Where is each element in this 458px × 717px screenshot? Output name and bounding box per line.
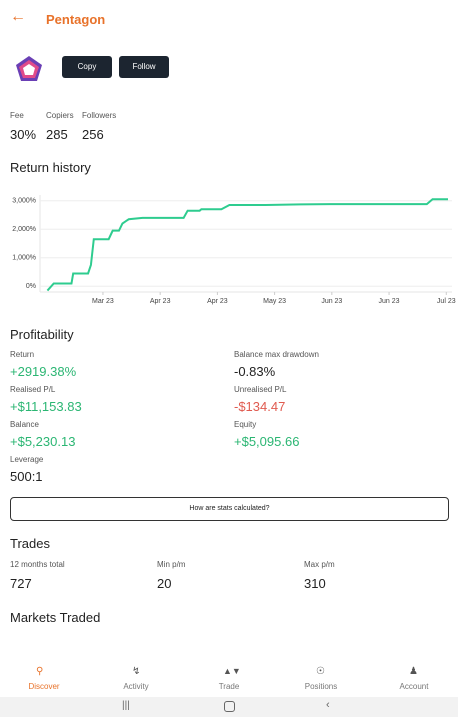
nav-item[interactable]: Positions bbox=[304, 682, 338, 691]
metric-label: Leverage bbox=[10, 455, 44, 464]
back-arrow[interactable]: ← bbox=[10, 8, 26, 25]
logo bbox=[16, 56, 42, 81]
y-tick-label: 0% bbox=[26, 283, 36, 290]
metric-value: -0.83% bbox=[234, 364, 276, 379]
trade-label: Min p/m bbox=[157, 560, 186, 569]
stat-value: 30% bbox=[10, 127, 37, 142]
trade-label: 12 months total bbox=[10, 560, 65, 569]
trade-label: Max p/m bbox=[304, 560, 335, 569]
section-title: Markets Traded bbox=[10, 610, 101, 625]
metric-label: Return bbox=[10, 350, 35, 359]
metric-label: Realised P/L bbox=[10, 385, 56, 394]
bottom-nav: ⚲ ↯ ▲▼ ☉ ♟ Discover Activity Trade Posit… bbox=[0, 660, 458, 695]
x-tick-label: Jun 23 bbox=[379, 298, 400, 305]
metric-value: +$11,153.83 bbox=[10, 399, 82, 414]
x-tick-label: Apr 23 bbox=[207, 298, 228, 305]
metric-label: Balance bbox=[10, 420, 39, 429]
nav-icon: ♟ bbox=[409, 666, 418, 677]
x-tick-label: Jul 23 bbox=[437, 298, 456, 305]
section-title: Trades bbox=[10, 536, 50, 551]
metric-label: Balance max drawdown bbox=[234, 350, 319, 359]
stats-button[interactable]: How are stats calculated? bbox=[10, 497, 449, 521]
x-tick-label: Jun 23 bbox=[321, 298, 342, 305]
nav-icon: ↯ bbox=[132, 666, 141, 677]
y-tick-label: 3,000% bbox=[12, 198, 36, 205]
metric-value: -$134.47 bbox=[234, 399, 286, 414]
y-tick-label: 1,000% bbox=[12, 255, 36, 262]
nav-item[interactable]: Activity bbox=[123, 682, 149, 691]
section-title: Return history bbox=[10, 160, 91, 175]
stat-label: Copiers bbox=[46, 111, 74, 120]
metric-label: Unrealised P/L bbox=[234, 385, 287, 394]
y-tick-label: 2,000% bbox=[12, 226, 36, 233]
nav-icon: ▲▼ bbox=[223, 666, 241, 676]
x-tick-label: Mar 23 bbox=[92, 298, 114, 305]
home-button[interactable] bbox=[224, 701, 235, 712]
metric-value: +$5,095.66 bbox=[234, 434, 300, 449]
stat-label: Fee bbox=[10, 111, 24, 120]
copy-button[interactable]: Copy bbox=[62, 56, 112, 78]
nav-item[interactable]: Account bbox=[399, 682, 429, 691]
trade-value: 727 bbox=[10, 576, 32, 591]
nav-item[interactable]: Trade bbox=[218, 682, 240, 691]
recents-button[interactable]: ||| bbox=[122, 700, 130, 711]
return-line bbox=[46, 198, 448, 292]
metric-value: 500:1 bbox=[10, 469, 43, 484]
stat-value: 256 bbox=[82, 127, 104, 142]
metric-label: Equity bbox=[234, 420, 257, 429]
follow-button[interactable]: Follow bbox=[119, 56, 169, 78]
nav-icon: ⚲ bbox=[36, 666, 44, 677]
chart: 0% 1,000% 2,000% 3,000% Mar 23 Apr 23 Apr 23 Ma… bbox=[12, 195, 456, 305]
nav-item[interactable]: Discover bbox=[28, 682, 60, 691]
stat-value: 285 bbox=[46, 127, 68, 142]
title: Pentagon bbox=[46, 12, 106, 27]
trade-value: 310 bbox=[304, 576, 326, 591]
metric-value: +$5,230.13 bbox=[10, 434, 76, 449]
stat-label: Followers bbox=[82, 111, 117, 120]
trade-value: 20 bbox=[157, 576, 172, 591]
back-button[interactable]: ‹ bbox=[326, 699, 330, 711]
x-tick-label: Apr 23 bbox=[150, 298, 171, 305]
metric-value: +2919.38% bbox=[10, 364, 77, 379]
system-bar: ||| ‹ bbox=[0, 697, 458, 717]
nav-icon: ☉ bbox=[316, 666, 325, 677]
x-tick-label: May 23 bbox=[263, 298, 286, 305]
section-title: Profitability bbox=[10, 327, 74, 342]
